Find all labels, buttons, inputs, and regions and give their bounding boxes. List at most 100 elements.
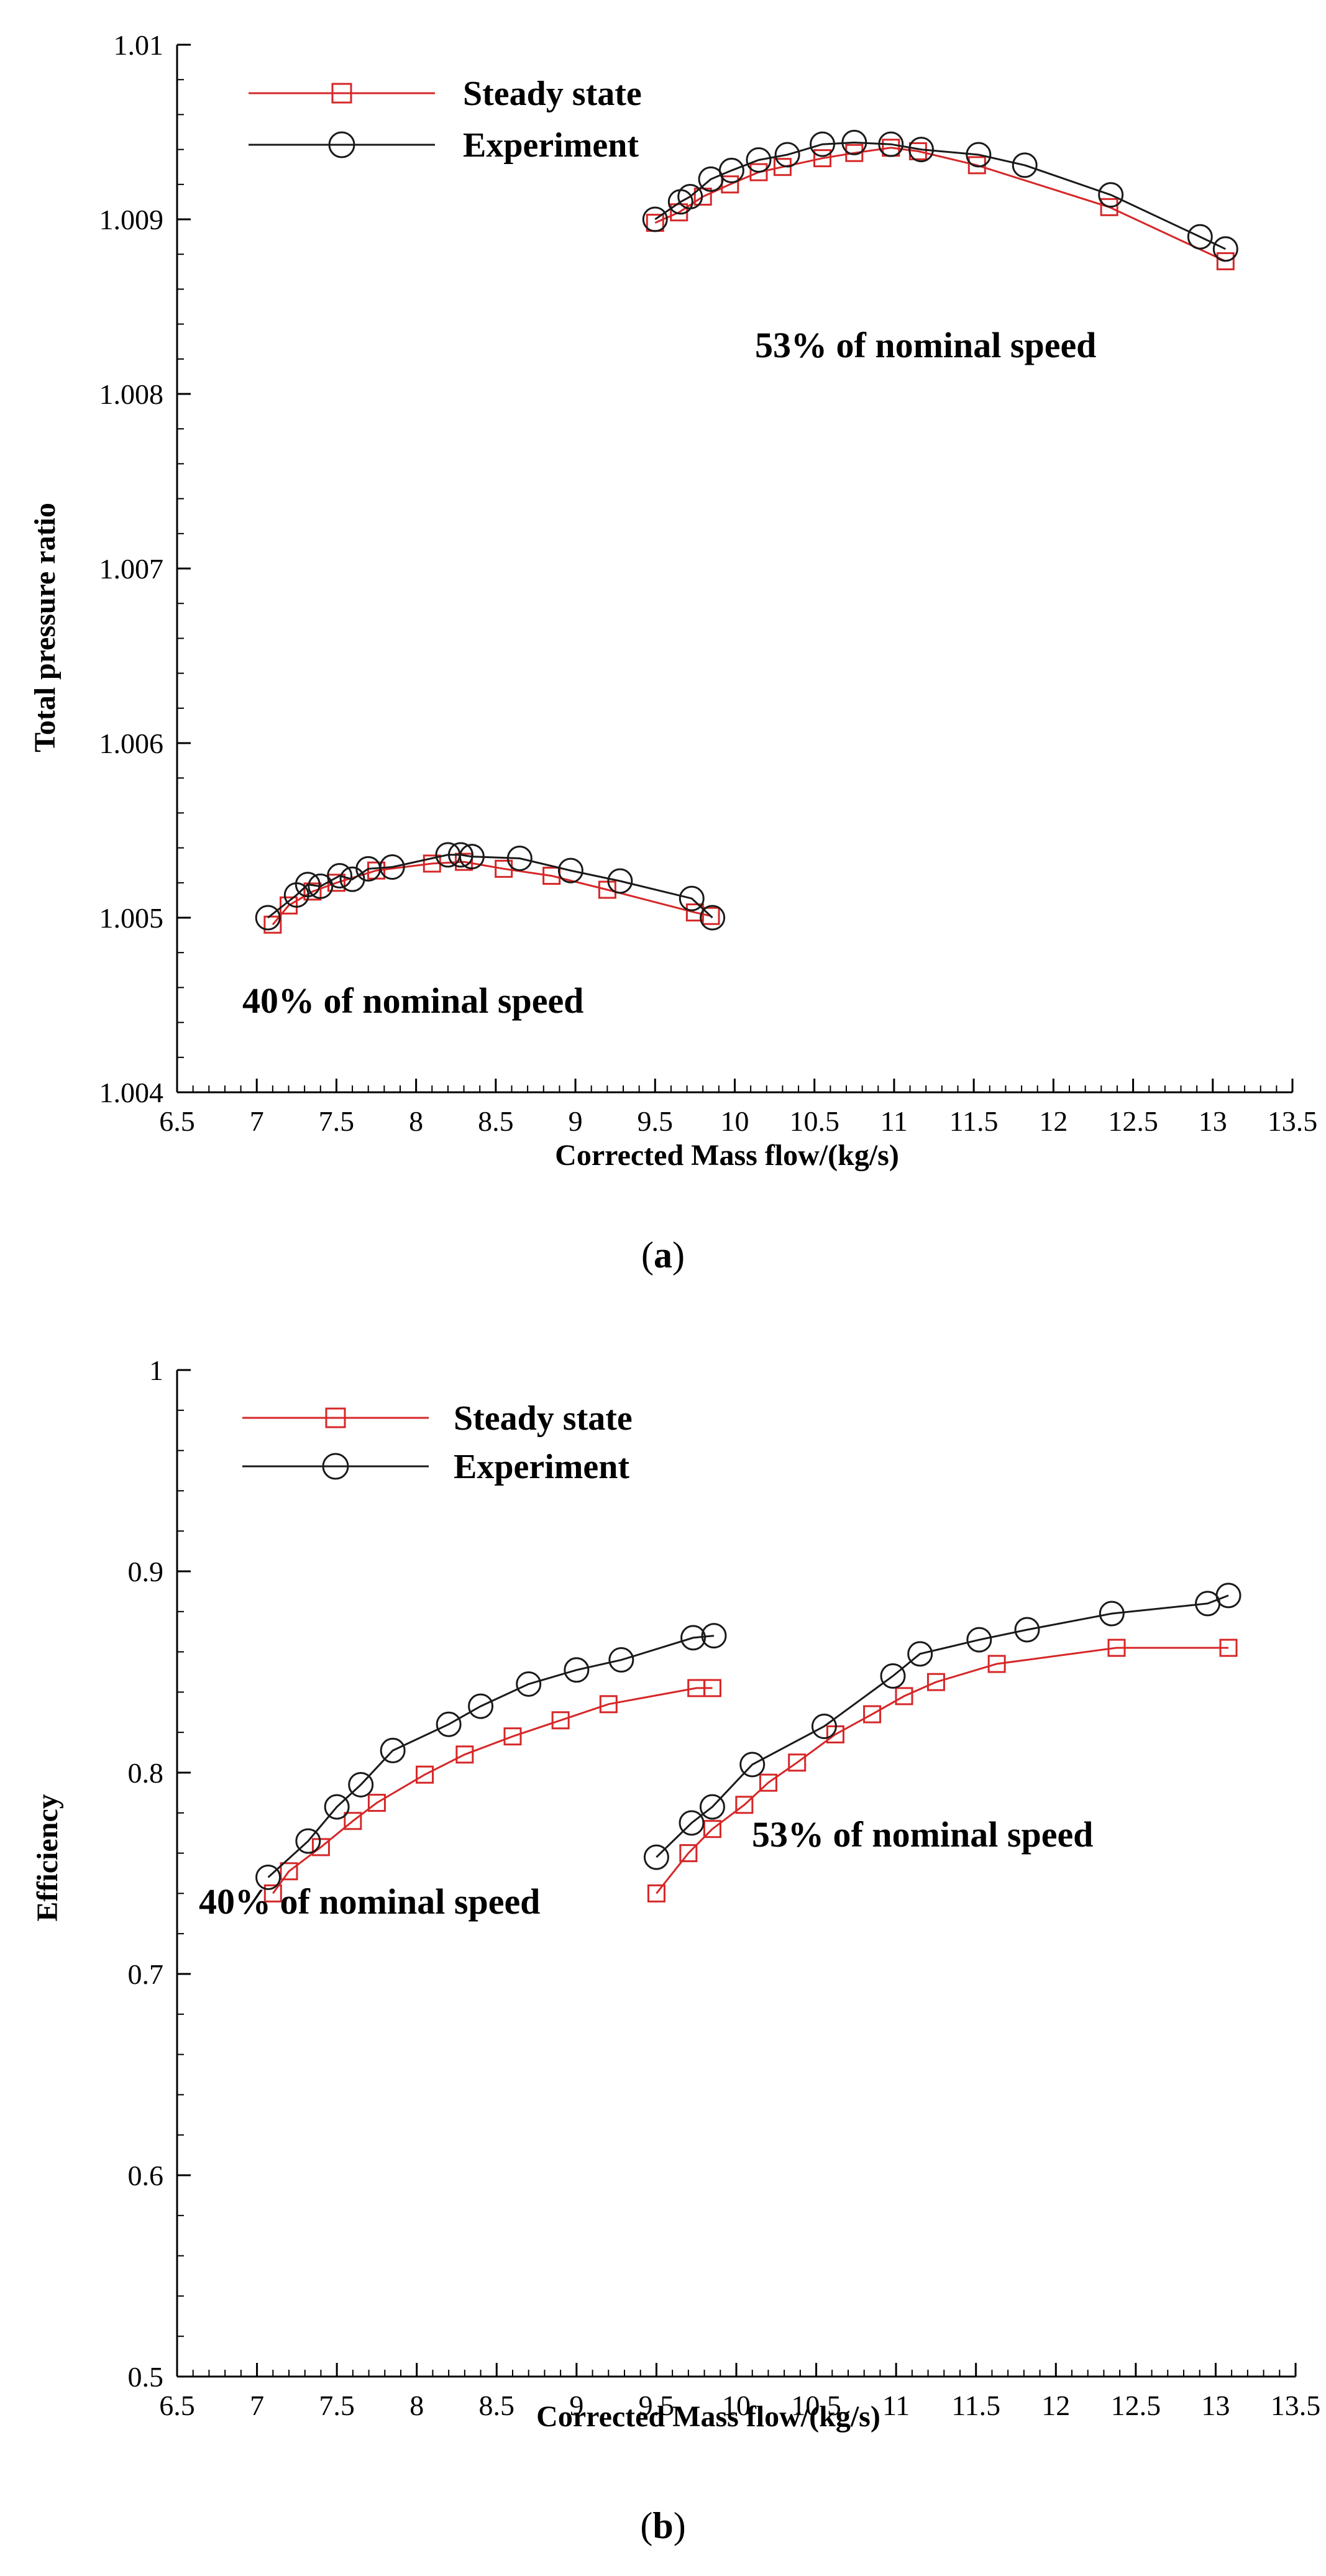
point-experiment-40pct-a [459, 844, 485, 870]
x-tick-label-a: 8.5 [478, 1105, 514, 1137]
point-experiment-53pct-b [739, 1752, 766, 1778]
point-steady-53pct-a [749, 163, 768, 181]
point-steady-40pct-b [551, 1711, 570, 1730]
point-experiment-53pct-a [878, 131, 904, 157]
point-steady-40pct-b [455, 1745, 474, 1764]
point-steady-40pct-a [263, 915, 282, 934]
series-line-steady-40pct-a [272, 861, 711, 926]
y-tick-label-b: 0.7 [128, 1958, 164, 1990]
point-steady-40pct-a [280, 896, 298, 915]
point-experiment-40pct-b [564, 1657, 590, 1683]
point-steady-53pct-b [895, 1687, 913, 1706]
x-tick-label-b: 7 [250, 2390, 264, 2421]
point-steady-40pct-a [598, 880, 616, 899]
x-tick-label-b: 10.5 [791, 2390, 841, 2421]
y-tick-label-a: 1.005 [99, 902, 164, 934]
point-experiment-40pct-a [700, 905, 726, 931]
point-experiment-53pct-a [718, 157, 744, 183]
x-tick-label-a: 11 [880, 1105, 908, 1137]
chart-panel-a: Total pressure ratio Corrected Mass flow… [29, 29, 1317, 1276]
point-experiment-53pct-b [699, 1794, 725, 1820]
point-steady-53pct-b [926, 1673, 945, 1691]
y-tick-label-b: 0.9 [128, 1556, 164, 1587]
point-experiment-40pct-b [348, 1771, 374, 1797]
y-tick-label-a: 1.01 [114, 29, 164, 61]
panel-label-b: (b) [640, 2505, 685, 2546]
y-tick-label-a: 1.006 [99, 728, 164, 759]
y-tick-label-a: 1.009 [99, 204, 164, 235]
ylabel-b: Efficiency [31, 1794, 64, 1921]
x-tick-label-b: 9 [569, 2390, 583, 2421]
point-experiment-40pct-a [447, 842, 473, 868]
panel-label-a-letter: a [654, 1235, 672, 1276]
point-steady-40pct-b [416, 1765, 434, 1784]
point-experiment-53pct-a [841, 129, 867, 155]
x-tick-label-b: 9.5 [639, 2390, 675, 2421]
point-steady-53pct-b [1219, 1638, 1238, 1657]
series-line-experiment-53pct-a [654, 141, 1226, 250]
point-experiment-40pct-a [308, 873, 334, 899]
y-tick-label-b: 0.5 [128, 2361, 164, 2393]
point-experiment-40pct-b [680, 1625, 706, 1651]
point-steady-40pct-a [542, 867, 561, 885]
x-tick-label-b: 11.5 [951, 2390, 1000, 2421]
point-experiment-40pct-b [608, 1647, 634, 1673]
point-experiment-40pct-a [379, 854, 405, 880]
x-tick-label-a: 7 [250, 1105, 264, 1137]
point-steady-53pct-a [813, 149, 832, 168]
point-experiment-53pct-a [677, 183, 703, 209]
annotation-53pct-a: 53% of nominal speed [755, 325, 1096, 365]
point-experiment-53pct-a [746, 147, 772, 173]
point-experiment-53pct-a [1212, 236, 1238, 262]
point-experiment-53pct-b [643, 1844, 669, 1870]
point-steady-53pct-a [882, 139, 900, 157]
legend-label-steady-b: Steady state [454, 1399, 633, 1438]
point-experiment-53pct-b [1215, 1583, 1241, 1609]
x-tick-label-a: 6.5 [159, 1105, 195, 1137]
annotation-40pct-a: 40% of nominal speed [242, 980, 583, 1021]
point-experiment-53pct-a [1012, 152, 1038, 178]
x-tick-label-a: 11.5 [949, 1105, 999, 1137]
point-steady-53pct-a [1100, 198, 1118, 216]
legend-marker-experiment-b [322, 1453, 349, 1480]
x-tick-label-b: 8.5 [479, 2390, 515, 2421]
point-steady-40pct-a [455, 852, 473, 871]
x-tick-label-a: 13 [1199, 1105, 1227, 1137]
point-steady-53pct-b [987, 1655, 1006, 1673]
point-steady-53pct-b [863, 1705, 882, 1724]
point-experiment-53pct-a [1187, 224, 1213, 250]
series-line-experiment-40pct-a [267, 854, 713, 919]
xlabel-a: Corrected Mass flow/(kg/s) [555, 1139, 899, 1172]
point-experiment-53pct-b [1014, 1617, 1040, 1643]
x-tick-label-b: 13 [1201, 2390, 1230, 2421]
point-steady-40pct-a [702, 907, 720, 925]
point-experiment-40pct-b [468, 1693, 494, 1719]
point-steady-40pct-b [367, 1794, 386, 1812]
x-tick-label-a: 8 [409, 1105, 423, 1137]
point-steady-40pct-b [344, 1812, 362, 1830]
point-steady-53pct-b [703, 1820, 721, 1838]
point-experiment-53pct-b [679, 1810, 705, 1836]
point-steady-40pct-b [280, 1862, 298, 1881]
point-experiment-53pct-b [966, 1627, 992, 1653]
point-steady-53pct-a [646, 214, 664, 232]
x-tick-label-b: 8 [409, 2390, 424, 2421]
panel-label-a: (a) [641, 1235, 685, 1276]
y-tick-label-b: 1 [149, 1354, 163, 1386]
point-experiment-53pct-a [966, 142, 992, 168]
x-tick-label-a: 10 [721, 1105, 749, 1137]
ylabel-a: Total pressure ratio [29, 503, 62, 752]
legend-marker-experiment-a [328, 131, 355, 158]
point-steady-40pct-b [503, 1727, 522, 1746]
x-tick-label-a: 7.5 [319, 1105, 355, 1137]
x-tick-label-b: 7.5 [319, 2390, 355, 2421]
x-tick-label-a: 10.5 [789, 1105, 839, 1137]
x-tick-label-a: 9 [569, 1105, 583, 1137]
annotation-40pct-b: 40% of nominal speed [199, 1881, 540, 1922]
x-tick-label-a: 12.5 [1108, 1105, 1158, 1137]
point-steady-53pct-b [1107, 1638, 1126, 1657]
point-experiment-40pct-b [516, 1671, 542, 1697]
point-experiment-53pct-a [810, 131, 836, 157]
x-tick-label-b: 12 [1041, 2390, 1070, 2421]
